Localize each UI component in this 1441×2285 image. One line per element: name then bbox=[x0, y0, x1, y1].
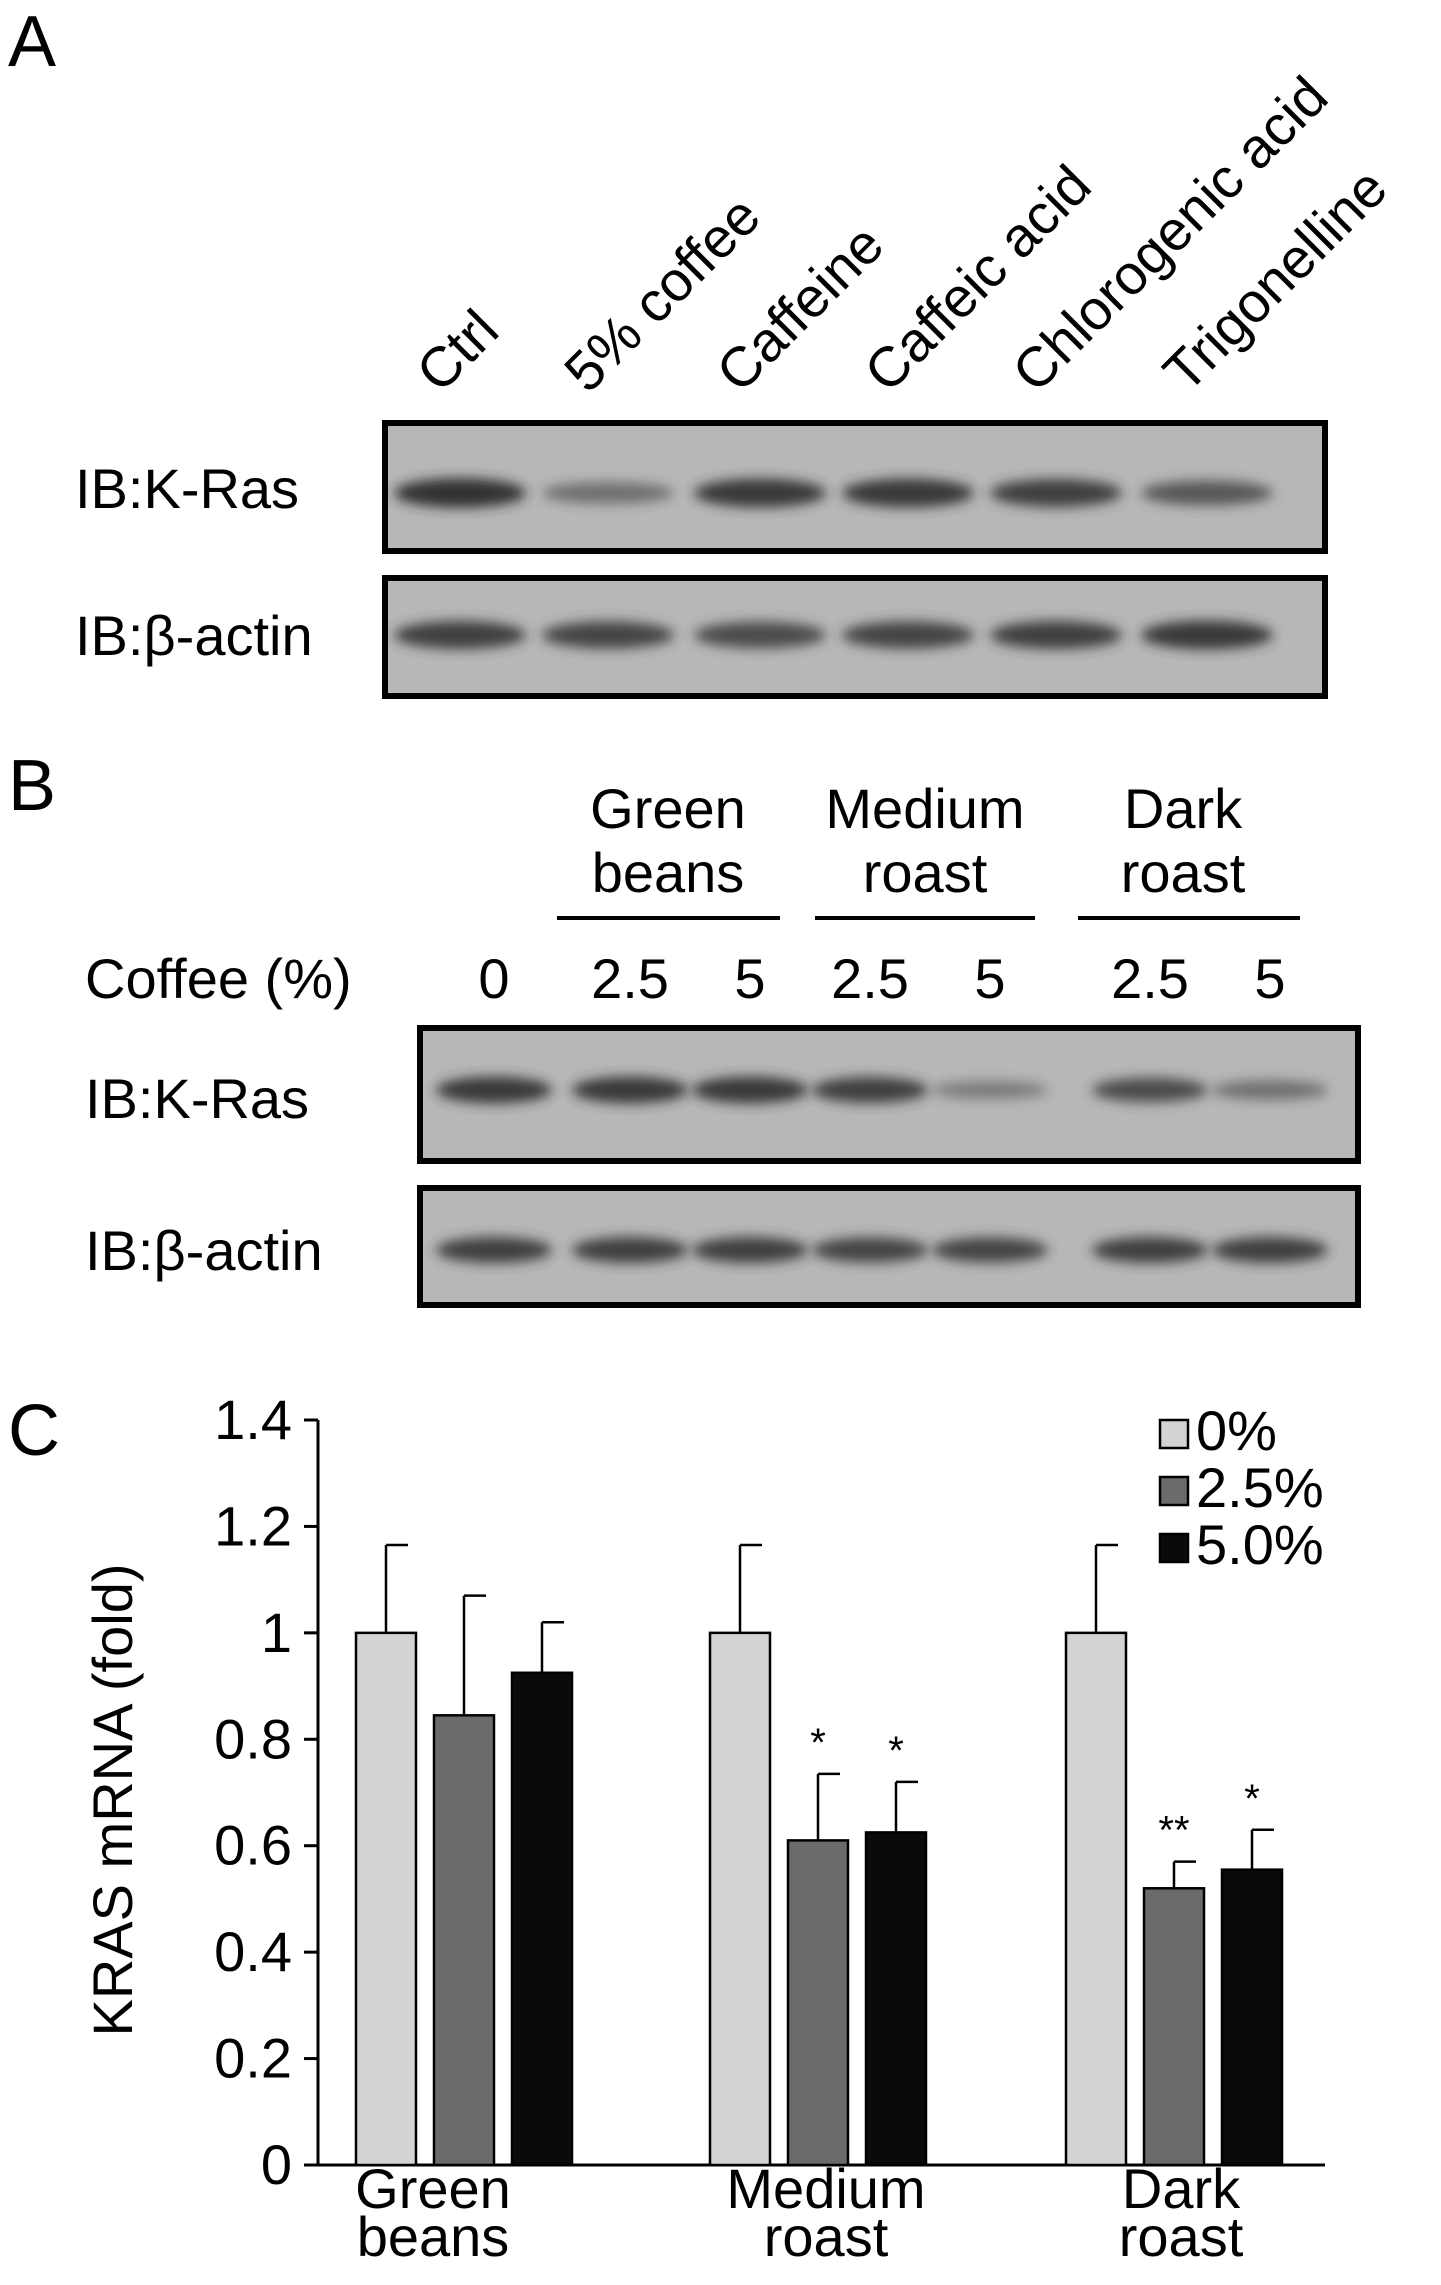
bar bbox=[786, 1839, 850, 2167]
panel-b-band bbox=[436, 1237, 552, 1263]
bar bbox=[510, 1671, 574, 2167]
x-category-label: roast bbox=[1119, 2205, 1244, 2268]
panel-b-band bbox=[692, 1237, 808, 1263]
x-category-label: Medium bbox=[726, 2157, 925, 2220]
panel-a-band bbox=[990, 479, 1122, 507]
significance-marker: ** bbox=[1158, 1809, 1189, 1853]
panel-a-band bbox=[842, 478, 974, 508]
bar bbox=[864, 1831, 928, 2167]
panel-b-band bbox=[692, 1076, 808, 1104]
panel-a-band bbox=[394, 621, 526, 649]
y-axis-label: KRAS mRNA (fold) bbox=[81, 1564, 144, 2037]
x-category-label: roast bbox=[764, 2205, 889, 2268]
panel-a-band bbox=[542, 621, 674, 649]
legend-label: 5.0% bbox=[1196, 1513, 1324, 1576]
panel-a-row-label-kras: IB:K-Ras bbox=[75, 457, 299, 520]
panel-b-bands-actin bbox=[436, 1237, 1328, 1263]
panel-b-lane-value: 2.5 bbox=[831, 947, 909, 1010]
y-tick-label: 1 bbox=[261, 1601, 292, 1664]
panel-b-lane-value: 2.5 bbox=[591, 947, 669, 1010]
panel-a-bands-kras bbox=[394, 478, 1273, 508]
panel-b-group-label: roast bbox=[1121, 841, 1246, 904]
bar bbox=[1142, 1887, 1206, 2167]
panel-a-band bbox=[1141, 480, 1273, 506]
panel-b-band bbox=[812, 1237, 928, 1263]
chart-axes: 0 0.2 0.4 0.6 0.8 1 1.2 1.4 bbox=[214, 1388, 1325, 2196]
panel-b-lane-values: 0 2.5 5 2.5 5 2.5 5 bbox=[478, 947, 1285, 1010]
panel-a-row-label-actin: IB:β-actin bbox=[75, 604, 313, 667]
y-tick-label: 0.8 bbox=[214, 1707, 292, 1770]
bar bbox=[708, 1631, 772, 2167]
x-category-label: Green bbox=[355, 2157, 511, 2220]
panel-c: C KRAS mRNA (fold) 00.20.40.60.811.21.4 … bbox=[8, 1388, 1325, 2268]
panel-a-band bbox=[394, 478, 526, 508]
panel-b-bands-kras bbox=[436, 1076, 1328, 1104]
panel-a-band bbox=[542, 482, 674, 504]
panel-a-band bbox=[694, 478, 826, 508]
panel-b-lane-value: 5 bbox=[734, 947, 765, 1010]
legend-label: 2.5% bbox=[1196, 1456, 1324, 1519]
y-tick-label: 1.2 bbox=[214, 1494, 292, 1557]
panel-b-letter: B bbox=[8, 746, 56, 826]
panel-b-band bbox=[1212, 1080, 1328, 1100]
bar bbox=[354, 1631, 418, 2167]
panel-b-lane-value: 2.5 bbox=[1111, 947, 1189, 1010]
y-tick-label: 0.6 bbox=[214, 1814, 292, 1877]
chart-bars: ***** bbox=[354, 1543, 1284, 2167]
panel-b-group-label: Medium bbox=[825, 777, 1024, 840]
panel-b-lane-value: 5 bbox=[1254, 947, 1285, 1010]
panel-a-band bbox=[842, 621, 974, 649]
panel-b-band bbox=[932, 1237, 1048, 1263]
significance-marker: * bbox=[1244, 1777, 1260, 1821]
significance-marker: * bbox=[888, 1729, 904, 1773]
panel-b-band bbox=[572, 1076, 688, 1104]
y-tick-label: 1.4 bbox=[214, 1388, 292, 1451]
panel-b-lane-value: 0 bbox=[478, 947, 509, 1010]
panel-c-letter: C bbox=[8, 1391, 60, 1471]
panel-b-group-label: beans bbox=[592, 841, 745, 904]
panel-a-bands-actin bbox=[394, 620, 1273, 650]
legend-swatch bbox=[1158, 1418, 1190, 1450]
panel-b-group-label: Green bbox=[590, 777, 746, 840]
panel-b-band bbox=[932, 1081, 1048, 1099]
panel-b-band bbox=[572, 1237, 688, 1263]
panel-b-band bbox=[812, 1077, 928, 1103]
panel-b-lane-value: 5 bbox=[974, 947, 1005, 1010]
panel-b-group-label: roast bbox=[863, 841, 988, 904]
y-tick-label: 0.4 bbox=[214, 1920, 292, 1983]
panel-b-row-label-actin: IB:β-actin bbox=[85, 1219, 323, 1282]
panel-b-band bbox=[1092, 1077, 1208, 1103]
panel-b-band bbox=[1212, 1237, 1328, 1263]
panel-b-band bbox=[436, 1076, 552, 1104]
legend: 0%2.5%5.0% bbox=[1158, 1399, 1324, 1576]
legend-label: 0% bbox=[1196, 1399, 1277, 1462]
bar bbox=[432, 1714, 496, 2167]
panel-b-group-label: Dark bbox=[1124, 777, 1243, 840]
panel-a-band bbox=[1141, 620, 1273, 650]
x-category-label: Dark bbox=[1122, 2157, 1241, 2220]
legend-swatch bbox=[1158, 1532, 1190, 1564]
panel-a-band bbox=[990, 621, 1122, 649]
panel-b-band bbox=[1092, 1237, 1208, 1263]
significance-marker: * bbox=[810, 1721, 826, 1765]
panel-a-letter: A bbox=[8, 2, 56, 82]
panel-a-band bbox=[694, 621, 826, 649]
bar bbox=[1064, 1631, 1128, 2167]
y-tick-label: 0 bbox=[261, 2133, 292, 2196]
y-tick-label: 0.2 bbox=[214, 2027, 292, 2090]
bar bbox=[1220, 1868, 1284, 2167]
panel-b-coffee-label: Coffee (%) bbox=[85, 947, 352, 1010]
panel-a-lane-label: Ctrl bbox=[404, 297, 510, 403]
panel-b-row-label-kras: IB:K-Ras bbox=[85, 1067, 309, 1130]
x-category-label: beans bbox=[357, 2205, 510, 2268]
panel-a-lane-label-text: Ctrl bbox=[404, 297, 510, 403]
legend-swatch bbox=[1158, 1475, 1190, 1507]
